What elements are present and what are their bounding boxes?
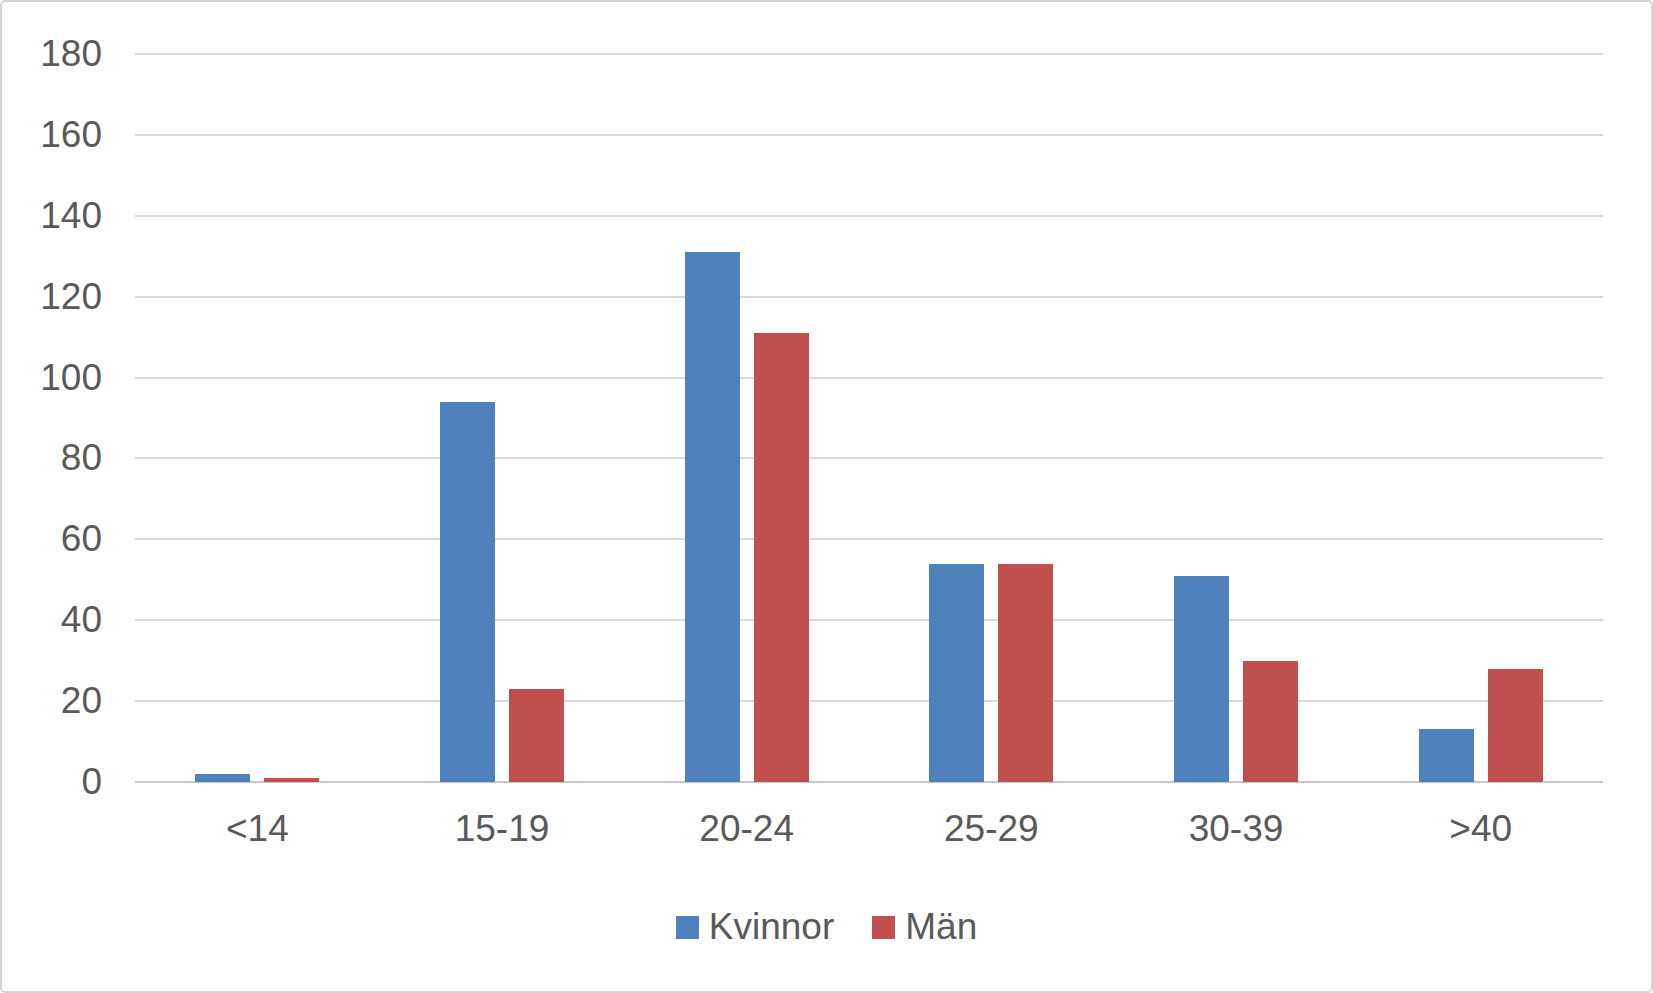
bar-kvinnor-2 xyxy=(440,402,495,782)
legend-label: Kvinnor xyxy=(709,905,834,949)
legend-marker-icon xyxy=(872,916,895,939)
legend-item-män: Män xyxy=(872,905,977,949)
y-axis-tick-label: 80 xyxy=(2,436,102,480)
bar-group xyxy=(1114,54,1359,782)
x-axis-tick-label: <14 xyxy=(135,806,380,852)
x-axis-tick-label: >40 xyxy=(1358,806,1603,852)
legend-label: Män xyxy=(905,905,977,949)
bar-group xyxy=(869,54,1114,782)
bar-kvinnor-6 xyxy=(1419,729,1474,782)
bar-kvinnor-5 xyxy=(1174,576,1229,782)
y-axis-tick-label: 40 xyxy=(2,598,102,642)
legend: Kvinnor Män xyxy=(2,905,1651,949)
bar-group xyxy=(380,54,625,782)
bar-group xyxy=(624,54,869,782)
x-axis-tick-label: 20-24 xyxy=(624,806,869,852)
bar-män-5 xyxy=(1243,661,1298,782)
plot-area xyxy=(135,54,1603,782)
chart-canvas: <1415-1920-2425-2930-39>40 Kvinnor Män 0 2… xyxy=(0,0,1653,993)
x-axis-tick-label: 25-29 xyxy=(869,806,1114,852)
y-axis-tick-label: 100 xyxy=(2,356,102,400)
legend-item-kvinnor: Kvinnor xyxy=(676,905,834,949)
x-axis: <1415-1920-2425-2930-39>40 xyxy=(135,806,1603,852)
y-axis-tick-label: 160 xyxy=(2,113,102,157)
bar-group xyxy=(1358,54,1603,782)
y-axis-tick-label: 60 xyxy=(2,517,102,561)
bar-män-3 xyxy=(754,333,809,782)
bar-kvinnor-1 xyxy=(195,774,250,782)
legend-marker-icon xyxy=(676,916,699,939)
x-axis-tick-label: 30-39 xyxy=(1114,806,1359,852)
y-axis-tick-label: 140 xyxy=(2,194,102,238)
x-axis-tick-label: 15-19 xyxy=(380,806,625,852)
y-axis-tick-label: 180 xyxy=(2,32,102,76)
y-axis-tick-label: 20 xyxy=(2,679,102,723)
bar-män-4 xyxy=(998,564,1053,782)
y-axis-tick-label: 0 xyxy=(2,760,102,804)
bar-kvinnor-3 xyxy=(685,252,740,782)
bar-group xyxy=(135,54,380,782)
bar-män-2 xyxy=(509,689,564,782)
bar-män-6 xyxy=(1488,669,1543,782)
bar-män-1 xyxy=(264,778,319,782)
y-axis-tick-label: 120 xyxy=(2,275,102,319)
bar-kvinnor-4 xyxy=(929,564,984,782)
